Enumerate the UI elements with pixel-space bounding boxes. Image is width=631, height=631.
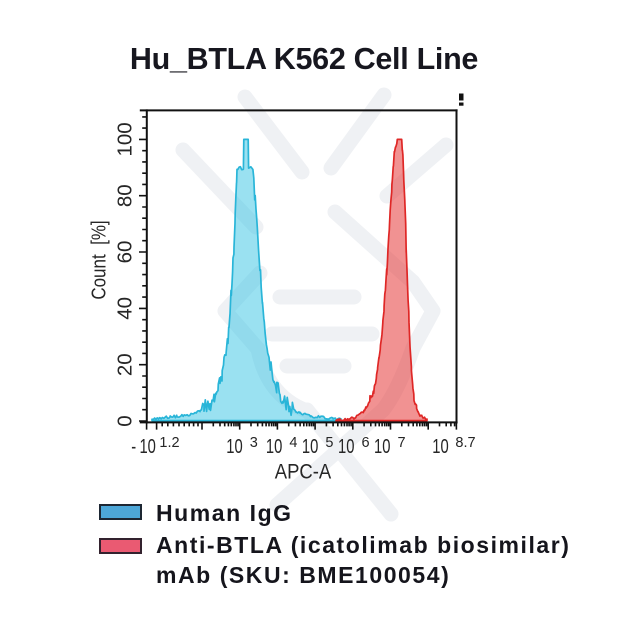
svg-text:APC-A: APC-A bbox=[275, 460, 332, 483]
svg-text:0: 0 bbox=[114, 415, 137, 426]
svg-text:80: 80 bbox=[114, 184, 137, 207]
svg-text:10: 10 bbox=[432, 435, 448, 458]
svg-text:40: 40 bbox=[114, 297, 137, 320]
svg-text:5: 5 bbox=[325, 435, 333, 451]
svg-text:10: 10 bbox=[266, 435, 282, 458]
svg-text:8.7: 8.7 bbox=[455, 435, 475, 451]
svg-text:-10: -10 bbox=[131, 435, 156, 458]
svg-text:20: 20 bbox=[114, 353, 137, 376]
svg-text:10: 10 bbox=[302, 435, 318, 458]
svg-text:10: 10 bbox=[374, 435, 390, 458]
svg-text:100: 100 bbox=[114, 122, 137, 156]
svg-text:4: 4 bbox=[289, 435, 297, 451]
svg-text:3: 3 bbox=[250, 435, 258, 451]
svg-text:10: 10 bbox=[338, 435, 354, 458]
svg-text:60: 60 bbox=[114, 241, 137, 264]
svg-text:10: 10 bbox=[226, 435, 242, 458]
svg-text:Count [%]: Count [%] bbox=[87, 220, 110, 299]
svg-text:6: 6 bbox=[362, 435, 370, 451]
svg-text:7: 7 bbox=[398, 435, 406, 451]
svg-text:1.2: 1.2 bbox=[159, 435, 179, 451]
